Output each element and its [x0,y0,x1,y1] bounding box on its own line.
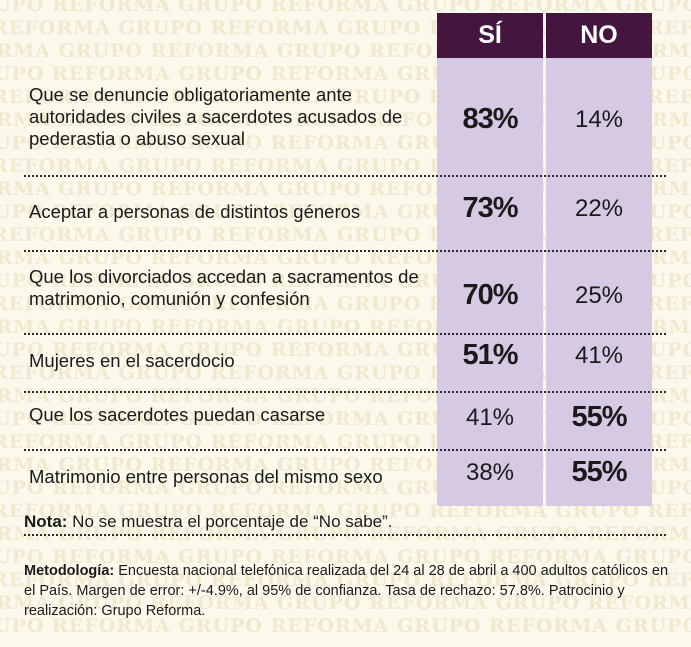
no-value: 41% [574,342,624,369]
question-label: Aceptar a personas de distintos géneros [29,201,361,222]
survey-row: Que se denuncie obligatoriamente ante au… [24,72,666,177]
survey-row: Matrimonio entre personas del mismo sexo… [24,451,666,503]
question-label: Mujeres en el sacerdocio [29,350,235,371]
si-value: 41% [465,404,515,431]
si-value: 73% [462,192,518,224]
methodology-label: Metodología: [24,563,115,579]
watermark-line: GRUPO REFORMA GRUPO REFORMA GRUPO REFORM… [0,546,691,568]
si-column-background [437,58,543,506]
si-value: 38% [465,459,515,486]
survey-row: Que los sacerdotes puedan casarse 41% 55% [24,393,666,451]
no-value: 55% [571,401,627,433]
si-value: 70% [462,279,518,311]
question-label: Matrimonio entre personas del mismo sexo [29,466,383,487]
si-value: 51% [462,339,518,371]
methodology-text: Encuesta nacional telefónica realizada d… [24,563,669,619]
note-divider [24,534,666,536]
watermark-line: GRUPO REFORMA GRUPO REFORMA GRUPO REFORM… [0,615,691,637]
no-value: 22% [574,195,624,222]
si-column-header: SÍ [437,13,543,58]
survey-row: Aceptar a personas de distintos géneros 7… [24,177,666,252]
no-column-header: NO [546,13,652,58]
survey-row: Que los divorciados accedan a sacramento… [24,252,666,335]
question-label: Que los sacerdotes puedan casarse [29,404,326,425]
note: Nota: No se muestra el porcentaje de “No… [24,512,393,532]
no-value: 14% [574,106,624,133]
question-label: Que se denuncie obligatoriamente ante au… [29,84,403,149]
methodology: Metodología: Encuesta nacional telefónic… [24,561,674,621]
watermark-line: GRUPO REFORMA GRUPO REFORMA GRUPO REFORM… [0,0,691,16]
watermark-line: GRUPO REFORMA GRUPO REFORMA GRUPO REFORM… [0,569,691,591]
si-value: 83% [462,103,518,135]
note-text: No se muestra el porcentaje de “No sabe”… [67,512,393,531]
no-value: 55% [571,456,627,488]
survey-row: Mujeres en el sacerdocio 51% 41% [24,335,666,393]
watermark-line: GRUPO REFORMA GRUPO REFORMA GRUPO REFORM… [0,592,691,614]
no-value: 25% [574,282,624,309]
question-label: Que los divorciados accedan a sacramento… [29,266,419,309]
note-label: Nota: [24,512,68,531]
no-column-background [546,58,652,506]
